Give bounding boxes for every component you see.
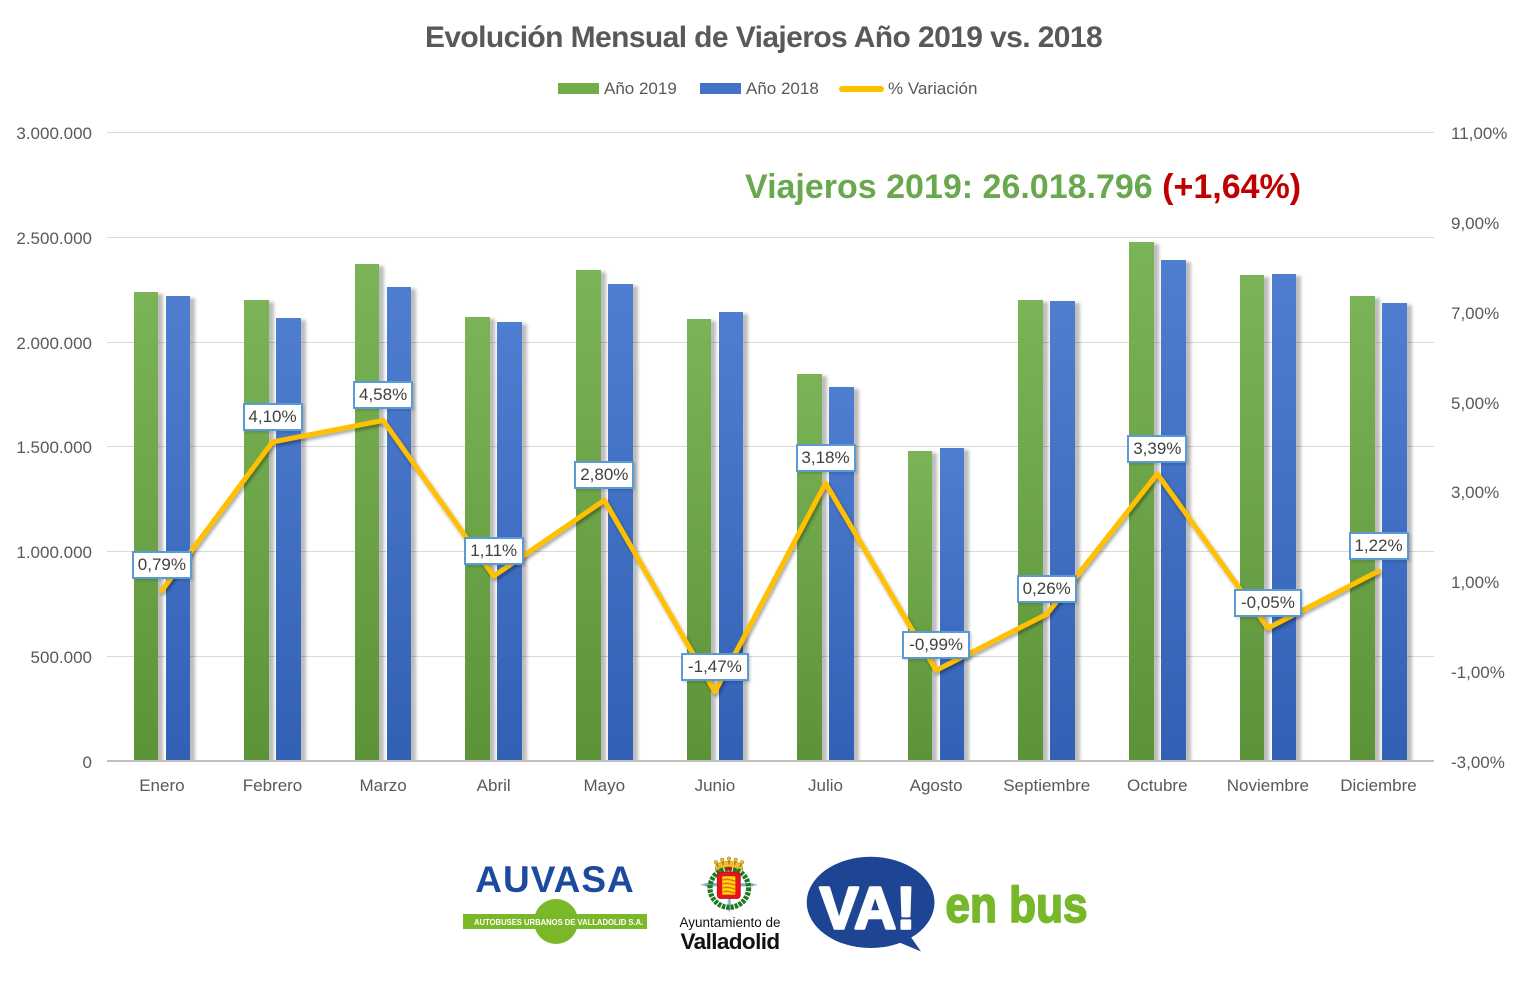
svg-text:en bus: en bus bbox=[946, 877, 1088, 933]
svg-text:VA!: VA! bbox=[820, 875, 916, 941]
